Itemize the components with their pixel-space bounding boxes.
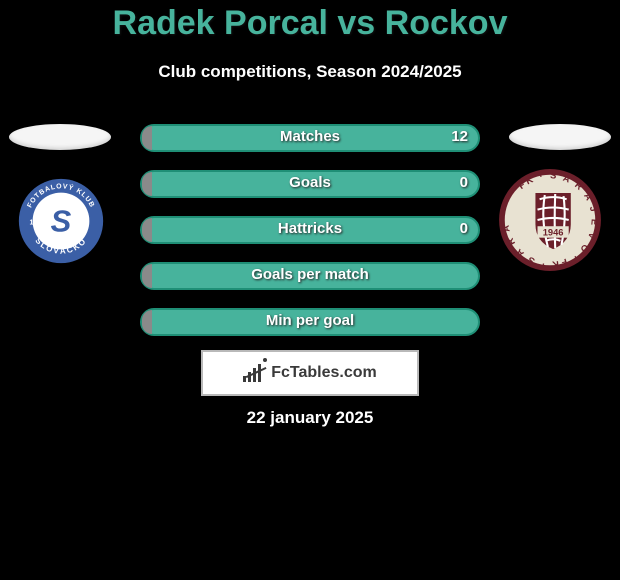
stat-row-goals-per-match: Goals per match (140, 262, 480, 290)
logo-right-year: 1946 (543, 228, 564, 238)
stat-label: Min per goal (140, 312, 480, 329)
stat-row-goals: Goals 0 (140, 170, 480, 198)
footer-brand-box[interactable]: FcTables.com (201, 350, 419, 396)
player-head-left (9, 124, 111, 150)
logo-left-letter: S (51, 203, 72, 238)
stat-value-right: 12 (451, 128, 468, 145)
club-logo-right: 1946 FK · S A R A J E V O · FK · S A R A… (498, 168, 602, 272)
stat-row-matches: Matches 12 (140, 124, 480, 152)
logo-left-dot-left: 1.FC (29, 219, 44, 226)
date-label: 22 january 2025 (0, 408, 620, 428)
page-title: Radek Porcal vs Rockov (0, 4, 620, 43)
page-subtitle: Club competitions, Season 2024/2025 (0, 62, 620, 82)
footer-brand-text: FcTables.com (271, 364, 377, 382)
club-logo-left: S FOTBALOVÝ KLUB SLOVÁCKO 1.FC (18, 178, 104, 264)
chart-icon (243, 364, 265, 382)
stat-value-right: 0 (460, 220, 468, 237)
stat-label: Hattricks (140, 220, 480, 237)
stat-label: Goals per match (140, 266, 480, 283)
stat-label: Matches (140, 128, 480, 145)
stat-value-right: 0 (460, 174, 468, 191)
stats-bars: Matches 12 Goals 0 Hattricks 0 Goals per… (140, 124, 480, 354)
stat-row-min-per-goal: Min per goal (140, 308, 480, 336)
stat-label: Goals (140, 174, 480, 191)
player-head-right (509, 124, 611, 150)
stat-row-hattricks: Hattricks 0 (140, 216, 480, 244)
